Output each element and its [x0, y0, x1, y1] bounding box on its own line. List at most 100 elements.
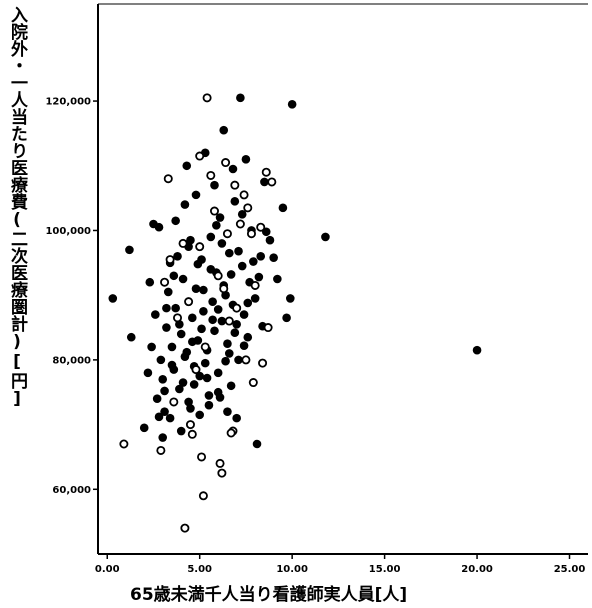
scatter-point-open	[178, 238, 188, 248]
scatter-point	[152, 394, 162, 404]
scatter-point	[191, 284, 201, 294]
scatter-point	[156, 355, 166, 365]
scatter-point-open	[163, 174, 173, 184]
scatter-point	[125, 245, 134, 255]
scatter-point-open	[263, 323, 273, 333]
scatter-point-open	[173, 313, 183, 323]
scatter-point	[237, 209, 247, 219]
y-tick-label: 100,000	[45, 226, 91, 237]
scatter-point	[215, 213, 225, 222]
scatter-point	[180, 200, 190, 209]
scatter-point	[237, 261, 247, 271]
scatter-point-open	[213, 271, 223, 281]
scatter-point	[178, 378, 188, 387]
scatter-point-open	[261, 167, 271, 177]
scatter-point	[139, 423, 149, 433]
scatter-point	[162, 323, 171, 332]
scatter-point	[158, 433, 168, 442]
x-axis-label: 65歳未満千人当り看護師実人員[人]	[130, 585, 408, 605]
scatter-point-open	[160, 277, 170, 287]
scatter-point	[321, 232, 330, 242]
scatter-point	[160, 407, 169, 416]
scatter-point	[215, 393, 225, 402]
scatter-point	[217, 316, 227, 326]
scatter-point	[167, 342, 177, 352]
scatter-point	[108, 294, 118, 303]
scatter-point	[230, 197, 240, 206]
scatter-point-open	[250, 280, 260, 290]
scatter-point	[472, 345, 482, 355]
scatter-point	[199, 285, 208, 295]
scatter-point	[143, 368, 153, 378]
scatter-point	[173, 252, 182, 261]
scatter-point	[188, 337, 197, 347]
scatter-point	[191, 190, 201, 200]
x-tick-label: 0.00	[95, 564, 120, 575]
scatter-point-open	[267, 177, 277, 187]
scatter-point	[219, 125, 229, 135]
scatter-point	[206, 232, 216, 242]
scatter-point-open	[215, 458, 225, 468]
scatter-point-open	[258, 358, 268, 368]
scatter-point	[236, 93, 245, 103]
scatter-point	[217, 239, 227, 248]
scatter-point	[165, 413, 175, 423]
scatter-point	[265, 235, 275, 245]
scatter-point	[154, 412, 164, 422]
scatter-point	[171, 303, 180, 313]
scatter-point	[182, 161, 192, 171]
scatter-point	[239, 341, 249, 350]
scatter-point	[169, 271, 179, 281]
y-tick-label: 80,000	[52, 355, 91, 366]
scatter-point	[273, 274, 282, 284]
y-tick-label: 120,000	[45, 97, 91, 108]
scatter-point	[282, 313, 291, 323]
y-tick-label: 60,000	[52, 485, 91, 496]
scatter-point	[145, 277, 155, 287]
chart-axes: 60,000 80,000 100,000 120,000 0.00 5.00 10.00 1…	[45, 3, 588, 575]
scatter-point	[208, 315, 217, 325]
scatter-point-open	[246, 229, 256, 239]
scatter-point-open	[217, 468, 227, 478]
scatter-point-open	[256, 222, 266, 232]
y-axis-label: 入院外・一人当たり医療費(二次医療圏計)[円]	[7, 6, 27, 409]
scatter-point-open	[195, 151, 205, 161]
scatter-point-open	[198, 491, 208, 501]
scatter-point	[154, 222, 164, 232]
scatter-point-open	[243, 203, 253, 213]
scatter-point	[151, 310, 160, 319]
scatter-point	[256, 252, 266, 261]
scatter-point	[221, 356, 230, 366]
scatter-point	[189, 380, 199, 389]
scatter-point	[178, 274, 188, 284]
scatter-point	[176, 426, 186, 436]
scatter-point-open	[119, 439, 129, 449]
scatter-point-open	[219, 284, 229, 294]
scatter-point	[204, 391, 214, 400]
scatter-point	[199, 307, 208, 316]
scatter-point-open	[200, 342, 210, 352]
scatter-point	[213, 305, 223, 314]
scatter-point	[186, 235, 195, 245]
scatter-point-open	[195, 242, 205, 252]
scatter-point	[286, 294, 295, 303]
scatter-point-open	[224, 316, 234, 326]
scatter-point	[243, 332, 253, 342]
scatter-point	[223, 407, 232, 416]
scatter-point	[210, 326, 219, 336]
scatter-point-open	[169, 397, 179, 407]
scatter-point	[195, 410, 204, 420]
scatter-point	[250, 294, 260, 303]
scatter-point-open	[185, 420, 195, 430]
scatter-point	[234, 355, 243, 365]
scatter-point	[188, 313, 197, 323]
scatter-point-open	[230, 180, 240, 190]
scatter-point	[269, 253, 278, 262]
x-tick-label: 10.00	[276, 564, 308, 575]
scatter-point-open	[202, 93, 212, 103]
scatter-point	[200, 358, 210, 368]
scatter-point	[186, 404, 195, 413]
scatter-point	[162, 303, 171, 313]
